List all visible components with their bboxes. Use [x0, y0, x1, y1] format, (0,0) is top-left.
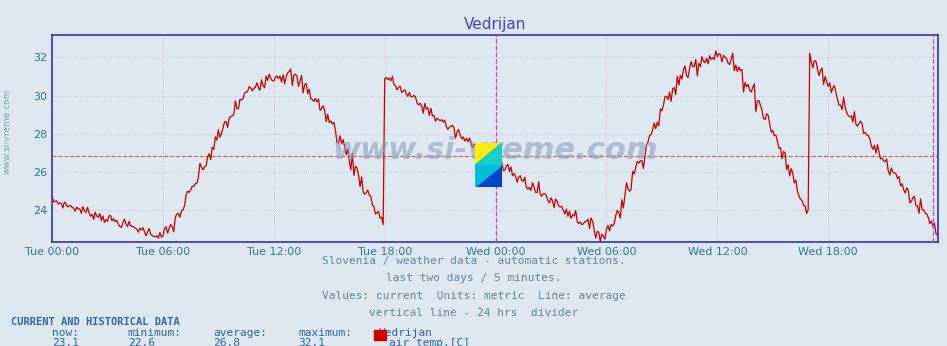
Text: vertical line - 24 hrs  divider: vertical line - 24 hrs divider — [369, 308, 578, 318]
Text: 22.6: 22.6 — [128, 338, 155, 346]
Text: minimum:: minimum: — [128, 328, 182, 338]
Text: Slovenia / weather data - automatic stations.: Slovenia / weather data - automatic stat… — [322, 256, 625, 266]
Title: Vedrijan: Vedrijan — [464, 17, 526, 32]
Text: www.si-vreme.com: www.si-vreme.com — [3, 89, 12, 174]
Polygon shape — [475, 143, 502, 187]
Text: average:: average: — [213, 328, 267, 338]
Text: Values: current  Units: metric  Line: average: Values: current Units: metric Line: aver… — [322, 291, 625, 301]
Text: last two days / 5 minutes.: last two days / 5 minutes. — [385, 273, 562, 283]
Text: CURRENT AND HISTORICAL DATA: CURRENT AND HISTORICAL DATA — [11, 317, 180, 327]
Text: Vedrijan: Vedrijan — [379, 328, 433, 338]
Text: 32.1: 32.1 — [298, 338, 326, 346]
Text: air temp.[C]: air temp.[C] — [389, 338, 471, 346]
Text: now:: now: — [52, 328, 80, 338]
Text: 23.1: 23.1 — [52, 338, 80, 346]
Bar — [475, 143, 502, 165]
Text: 26.8: 26.8 — [213, 338, 241, 346]
Text: maximum:: maximum: — [298, 328, 352, 338]
Bar — [475, 165, 502, 187]
Text: www.si-vreme.com: www.si-vreme.com — [332, 136, 657, 165]
